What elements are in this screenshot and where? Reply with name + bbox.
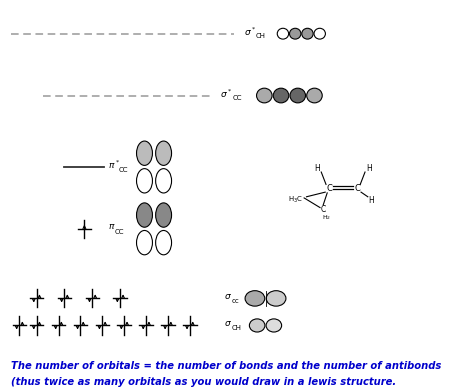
Text: H$_3$C: H$_3$C — [288, 195, 303, 205]
Ellipse shape — [314, 28, 326, 39]
Text: $\pi^*$: $\pi^*$ — [108, 159, 120, 171]
Text: The number of orbitals = the number of bonds and the number of antibonds: The number of orbitals = the number of b… — [11, 361, 441, 371]
Ellipse shape — [273, 88, 289, 103]
Ellipse shape — [266, 319, 282, 332]
Ellipse shape — [290, 28, 301, 39]
Text: C: C — [326, 184, 332, 193]
Ellipse shape — [307, 88, 322, 103]
Text: H$_2$: H$_2$ — [322, 214, 331, 223]
Ellipse shape — [155, 169, 172, 193]
Ellipse shape — [266, 291, 286, 306]
Text: $\sigma$: $\sigma$ — [224, 292, 232, 301]
Text: $\sigma^*$: $\sigma^*$ — [244, 25, 256, 38]
Text: cc: cc — [231, 298, 239, 304]
Text: H: H — [368, 196, 374, 205]
Ellipse shape — [245, 291, 265, 306]
Ellipse shape — [137, 230, 153, 255]
Text: CH: CH — [256, 33, 266, 39]
Text: CH: CH — [231, 325, 241, 331]
Ellipse shape — [155, 141, 172, 165]
Ellipse shape — [137, 169, 153, 193]
Ellipse shape — [290, 88, 306, 103]
Text: $\sigma$: $\sigma$ — [224, 319, 232, 328]
Text: $\pi$: $\pi$ — [108, 222, 116, 231]
Text: C: C — [320, 205, 326, 214]
Text: H: H — [366, 164, 372, 172]
Text: CC: CC — [232, 95, 242, 101]
Ellipse shape — [155, 203, 172, 227]
Text: CC: CC — [115, 229, 125, 234]
Ellipse shape — [256, 88, 272, 103]
Text: CC: CC — [119, 167, 128, 173]
Text: $\sigma^*$: $\sigma^*$ — [220, 87, 232, 100]
Ellipse shape — [137, 141, 153, 165]
Ellipse shape — [155, 230, 172, 255]
Ellipse shape — [277, 28, 289, 39]
Ellipse shape — [302, 28, 313, 39]
Text: C: C — [354, 184, 360, 193]
Ellipse shape — [137, 203, 153, 227]
Ellipse shape — [249, 319, 265, 332]
Text: H: H — [314, 164, 320, 172]
Text: (thus twice as many orbitals as you would draw in a lewis structure.: (thus twice as many orbitals as you woul… — [11, 377, 396, 387]
